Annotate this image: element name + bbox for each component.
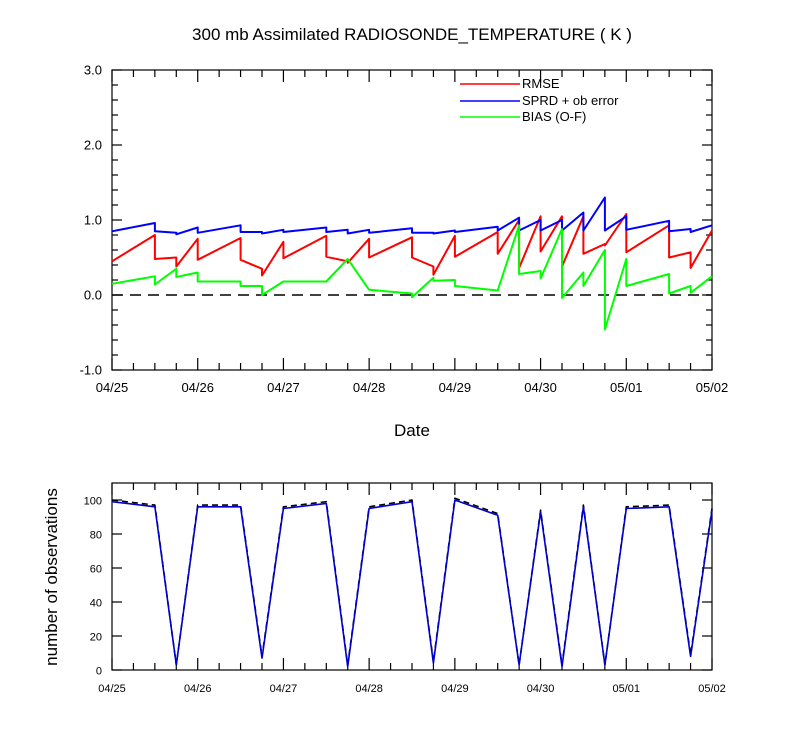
- legend-label-bias: BIAS (O-F): [522, 109, 586, 124]
- obs-y-tick-label-0: 0: [96, 666, 102, 678]
- obs-y-tick-label-20: 20: [90, 632, 102, 644]
- series-line-bias-o-f: [111, 224, 713, 331]
- obs-x-tick-label-05-02: 05/02: [698, 683, 726, 695]
- obs-x-tick-label-04-27: 04/27: [270, 683, 298, 695]
- obs-y-tick-label-80: 80: [90, 530, 102, 542]
- y-tick-label-3-0: 3.0: [84, 63, 102, 78]
- x-tick-label-04-29: 04/29: [439, 380, 472, 395]
- obs-x-tick-label-04-25: 04/25: [98, 683, 126, 695]
- obs-x-tick-label-04-28: 04/28: [355, 683, 383, 695]
- x-axis-title: Date: [394, 421, 430, 440]
- x-tick-label-04-25: 04/25: [96, 380, 129, 395]
- series-line-sprd-ob-error: [111, 196, 713, 236]
- y-tick-label-1-0: -1.0: [80, 363, 102, 378]
- y-tick-label-2-0: 2.0: [84, 138, 102, 153]
- top-plot: 04/25 04/26 04/27 04/28 04/29 04/30 05/01 05/02…: [80, 63, 729, 441]
- x-tick-label-04-27: 04/27: [267, 380, 300, 395]
- y-tick-label-0-0: 0.0: [84, 288, 102, 303]
- series-line-used: [111, 499, 713, 668]
- obs-y-tick-label-100: 100: [84, 496, 102, 508]
- obs-y-tick-label-60: 60: [90, 564, 102, 576]
- x-tick-label-04-26: 04/26: [181, 380, 214, 395]
- y-tick-label-1-0: 1.0: [84, 213, 102, 228]
- y-axis-title-observations: number of observations: [42, 488, 61, 666]
- bottom-plot: 04/25 04/26 04/27 04/28 04/29 04/30 05/01 05/02…: [42, 482, 726, 695]
- obs-y-tick-label-40: 40: [90, 598, 102, 610]
- series-line-rmse: [111, 213, 713, 277]
- obs-x-tick-label-04-29: 04/29: [441, 683, 469, 695]
- x-tick-label-05-01: 05/01: [610, 380, 643, 395]
- x-tick-label-05-02: 05/02: [696, 380, 729, 395]
- chart-title: 300 mb Assimilated RADIOSONDE_TEMPERATUR…: [192, 25, 632, 44]
- legend-label-rmse: RMSE: [522, 76, 560, 91]
- obs-x-tick-label-05-01: 05/01: [613, 683, 641, 695]
- x-tick-label-04-28: 04/28: [353, 380, 386, 395]
- legend-label-sprd: SPRD + ob error: [522, 93, 619, 108]
- obs-x-tick-label-04-30: 04/30: [527, 683, 555, 695]
- bottom-plot-frame: [111, 482, 713, 671]
- legend: RMSE SPRD + ob error BIAS (O-F): [460, 76, 619, 124]
- series-line-possible: [111, 497, 713, 666]
- x-tick-label-04-30: 04/30: [524, 380, 557, 395]
- obs-x-tick-label-04-26: 04/26: [184, 683, 212, 695]
